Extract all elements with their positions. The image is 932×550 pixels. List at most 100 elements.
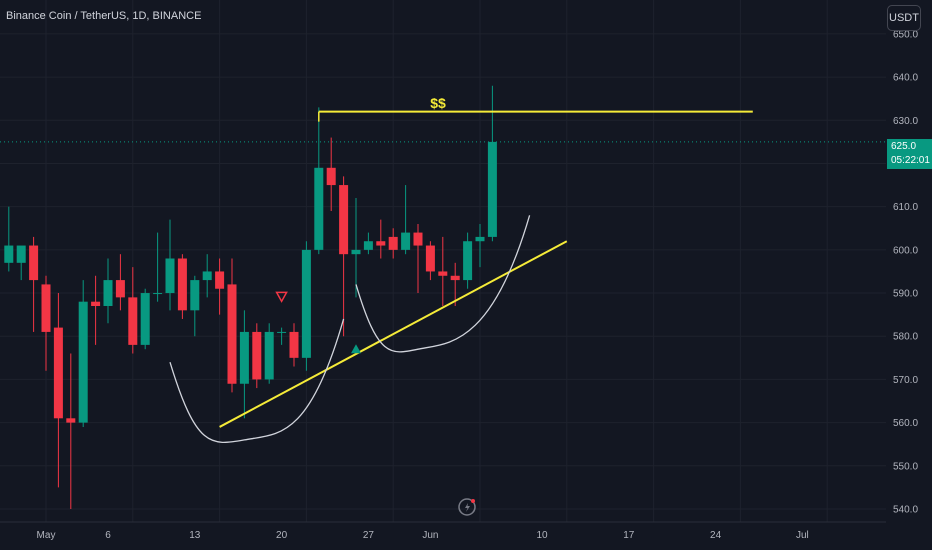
price-tick-label: 610.0 <box>893 202 918 213</box>
currency-button[interactable]: USDT <box>887 5 921 31</box>
candle-body <box>29 245 39 281</box>
cup-right-curve <box>355 215 531 353</box>
candle <box>53 293 63 488</box>
candle <box>463 232 473 289</box>
candle-body <box>264 331 274 380</box>
price-axis-bg <box>886 0 932 550</box>
candle <box>351 198 361 298</box>
time-tick-label: Jul <box>796 530 809 541</box>
time-tick-label: 17 <box>623 530 635 541</box>
candle <box>450 262 460 307</box>
candle <box>16 245 26 281</box>
price-tick-label: 600.0 <box>893 245 918 256</box>
time-axis: May 6 13 20 27 Jun 10 17 24 Jul <box>37 530 809 541</box>
candles <box>4 85 497 509</box>
candle-body <box>314 167 324 250</box>
last-price-value: 625.0 <box>891 141 917 152</box>
time-tick-label: 13 <box>189 530 201 541</box>
candle-body <box>177 258 187 311</box>
candle-body <box>363 241 373 250</box>
sell-marker-icon <box>275 291 288 303</box>
candle <box>103 258 113 324</box>
time-tick-label: Jun <box>422 530 438 541</box>
candle <box>4 206 14 272</box>
drawings <box>169 110 753 443</box>
candle-body <box>190 280 200 311</box>
cup-left-curve <box>169 318 345 443</box>
chart-title: Binance Coin / TetherUS, 1D, BINANCE <box>6 10 202 22</box>
price-tick-label: 630.0 <box>893 116 918 127</box>
candle <box>128 267 138 354</box>
candle-body <box>425 245 435 272</box>
time-tick-label: 24 <box>710 530 722 541</box>
price-tick-label: 570.0 <box>893 375 918 386</box>
candle-body <box>227 284 237 384</box>
annotation-label: $$ <box>430 95 446 111</box>
price-tick-label: 540.0 <box>893 505 918 516</box>
candle-body <box>140 293 150 345</box>
candle-body <box>301 249 311 358</box>
candle <box>314 107 324 255</box>
candle-body <box>475 236 485 242</box>
candle-body <box>487 141 497 237</box>
candle <box>91 275 101 345</box>
price-tick-label: 580.0 <box>893 332 918 343</box>
candle-body <box>438 271 448 276</box>
candle-body <box>239 331 249 384</box>
time-tick-label: May <box>37 530 56 541</box>
candle <box>202 254 212 298</box>
candle-body <box>41 284 51 332</box>
candle <box>475 223 485 268</box>
candle <box>140 288 150 350</box>
candle <box>277 327 287 345</box>
candle <box>301 241 311 371</box>
candle-body <box>289 331 299 358</box>
candle <box>264 323 274 384</box>
candle-body <box>91 301 101 307</box>
candle-body <box>252 331 262 380</box>
candle <box>190 275 200 337</box>
candle <box>425 241 435 281</box>
candle <box>165 219 175 311</box>
candle-body <box>215 271 225 289</box>
candle-body <box>78 301 88 423</box>
candle <box>339 176 349 337</box>
candle-body <box>401 232 411 250</box>
candle <box>376 219 386 259</box>
candle <box>29 236 39 332</box>
candle <box>252 323 262 389</box>
candle <box>66 353 76 509</box>
price-tick-label: 650.0 <box>893 29 918 40</box>
candle-body <box>413 232 423 246</box>
candle-body <box>450 275 460 281</box>
candle <box>487 85 497 242</box>
candle-body <box>326 167 336 186</box>
candle <box>289 323 299 367</box>
candle <box>401 185 411 255</box>
candle <box>153 232 163 302</box>
price-tick-label: 560.0 <box>893 418 918 429</box>
candle <box>177 254 187 319</box>
candle-body <box>115 280 125 298</box>
candle-body <box>388 236 398 250</box>
candle <box>388 228 398 259</box>
candle-body <box>339 185 349 255</box>
price-tick-label: 590.0 <box>893 289 918 300</box>
timer-icon[interactable] <box>458 498 476 516</box>
candle-body <box>277 331 287 333</box>
candle <box>115 254 125 311</box>
countdown-value: 05:22:01 <box>891 155 930 166</box>
candle <box>239 310 249 419</box>
time-tick-label: 20 <box>276 530 288 541</box>
candle <box>438 236 448 307</box>
time-tick-label: 10 <box>536 530 548 541</box>
candle-body <box>66 418 76 423</box>
last-price-tag: 625.0 05:22:01 <box>887 139 932 169</box>
candle-body <box>153 293 163 295</box>
candle <box>41 275 51 371</box>
candle-body <box>351 249 361 255</box>
candle-body <box>4 245 14 263</box>
time-tick-label: 6 <box>105 530 111 541</box>
candle-body <box>376 241 386 246</box>
